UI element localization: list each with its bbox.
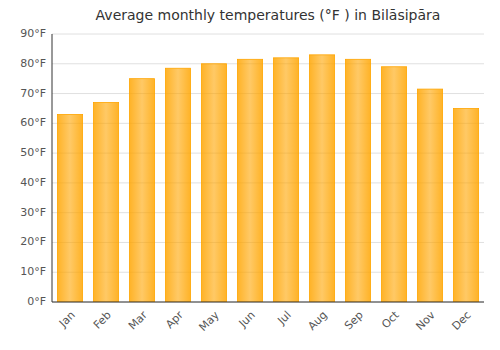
- bar: [129, 79, 154, 302]
- bar: [453, 108, 478, 302]
- y-tick-label: 40°F: [20, 176, 46, 189]
- y-tick-labels: 0°F 10°F 20°F 30°F 40°F 50°F 60°F 70°F 80°F 90°F: [20, 27, 46, 308]
- chart-container: Average monthly temperatures (°F ) in Bi…: [0, 0, 500, 350]
- y-tick-label: 80°F: [20, 57, 46, 70]
- y-tick-label: 0°F: [27, 295, 46, 308]
- grid-line: [52, 34, 484, 35]
- x-tick-labels: Jan Feb Mar Apr May Jun Jul Aug Sep Oct Nov Dec: [56, 308, 474, 334]
- bar: [237, 59, 262, 302]
- x-tick-label: Nov: [413, 308, 438, 333]
- x-tick-label: Mar: [126, 308, 150, 332]
- grid-line: [52, 63, 484, 64]
- y-tick-label: 90°F: [20, 27, 46, 40]
- grid-line: [52, 302, 484, 303]
- bar: [381, 67, 406, 302]
- bar: [57, 114, 82, 302]
- bar: [201, 64, 226, 302]
- x-tick-label: Aug: [305, 309, 329, 333]
- x-tick-label: Jul: [274, 309, 293, 328]
- y-tick-label: 30°F: [20, 206, 46, 219]
- y-tick-label: 70°F: [20, 87, 46, 100]
- y-tick-label: 60°F: [20, 116, 46, 129]
- bars: [57, 55, 478, 302]
- x-tick-label: May: [196, 308, 222, 334]
- bar: [93, 102, 118, 302]
- x-tick-label: Jan: [56, 309, 78, 331]
- bar: [165, 68, 190, 302]
- x-tick-label: Jun: [236, 309, 258, 331]
- chart-svg: Average monthly temperatures (°F ) in Bi…: [0, 0, 500, 350]
- x-tick-label: Sep: [342, 309, 366, 333]
- axes: [52, 34, 484, 302]
- bar: [345, 59, 370, 302]
- y-tick-label: 50°F: [20, 146, 46, 159]
- y-tick-label: 20°F: [20, 235, 46, 248]
- y-axis-line: [52, 34, 53, 302]
- x-tick-label: Feb: [91, 309, 114, 332]
- y-tick-label: 10°F: [20, 265, 46, 278]
- chart-title: Average monthly temperatures (°F ) in Bi…: [96, 7, 441, 23]
- bar: [309, 55, 334, 302]
- x-tick-label: Dec: [450, 309, 474, 333]
- x-tick-label: Apr: [163, 308, 186, 331]
- y-grid: [52, 34, 484, 302]
- bar: [417, 89, 442, 302]
- x-axis-line: [52, 302, 484, 303]
- page: {"chart_data": {"type": "bar", "title": …: [0, 0, 500, 350]
- x-tick-label: Oct: [379, 308, 402, 331]
- bar: [273, 58, 298, 302]
